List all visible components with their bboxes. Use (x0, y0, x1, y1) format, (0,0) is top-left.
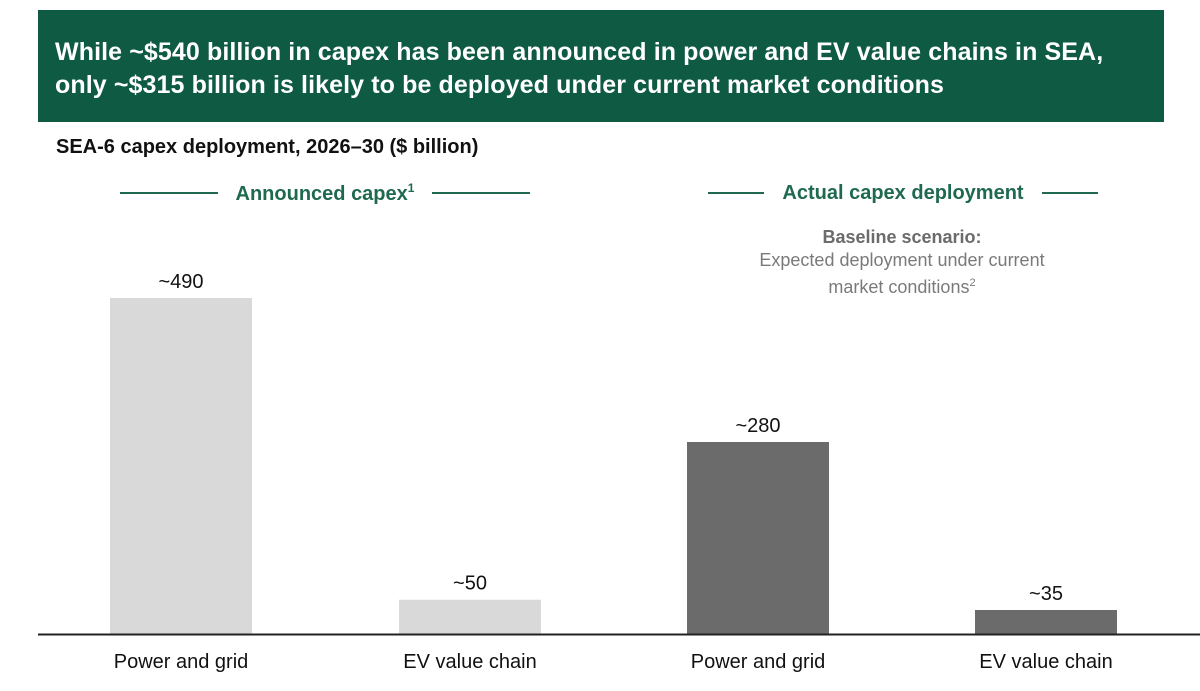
data-label-announced-capex-ev-value-chain: ~50 (453, 573, 487, 595)
footnote-marker-2: 2 (969, 277, 976, 289)
bar-actual-capex-deployment-ev-value-chain (975, 610, 1117, 634)
group-header-actual: Actual capex deployment (684, 179, 1122, 207)
chart-subtitle: SEA-6 capex deployment, 2026–30 ($ billi… (56, 136, 479, 158)
x-tick-label: EV value chain (979, 651, 1112, 673)
bar-announced-capex-ev-value-chain (399, 599, 541, 634)
bar-actual-capex-deployment-power-and-grid (687, 442, 829, 634)
footnote-marker-1: 1 (407, 180, 415, 195)
group-header-announced: Announced capex1 (106, 179, 544, 207)
group-label-actual: Actual capex deployment (782, 181, 1024, 204)
scenario-line-2: market conditions (828, 277, 970, 297)
x-tick-label: EV value chain (403, 651, 536, 673)
scenario-line-2-wrap: market conditions2 (722, 272, 1082, 299)
data-label-actual-capex-deployment-ev-value-chain: ~35 (1029, 583, 1063, 605)
scenario-heading: Baseline scenario: (822, 227, 982, 247)
data-label-announced-capex-power-and-grid: ~490 (158, 271, 203, 293)
scenario-note: Baseline scenario: Expected deployment u… (722, 226, 1082, 299)
group-label-announced-text: Announced capex (235, 182, 408, 205)
bar-announced-capex-power-and-grid (110, 298, 252, 634)
scenario-line-1: Expected deployment under current (759, 250, 1045, 270)
x-tick-label: Power and grid (691, 651, 826, 673)
group-rule-right (1041, 192, 1098, 194)
group-label-announced: Announced capex1 (218, 181, 433, 206)
slide-title: While ~$540 billion in capex has been an… (55, 38, 1104, 99)
title-banner: While ~$540 billion in capex has been an… (38, 10, 1164, 122)
group-rule-left (708, 192, 765, 194)
group-rule-right (432, 192, 531, 194)
data-label-actual-capex-deployment-power-and-grid: ~280 (735, 415, 780, 437)
x-tick-label: Power and grid (114, 651, 249, 673)
group-rule-left (119, 192, 218, 194)
